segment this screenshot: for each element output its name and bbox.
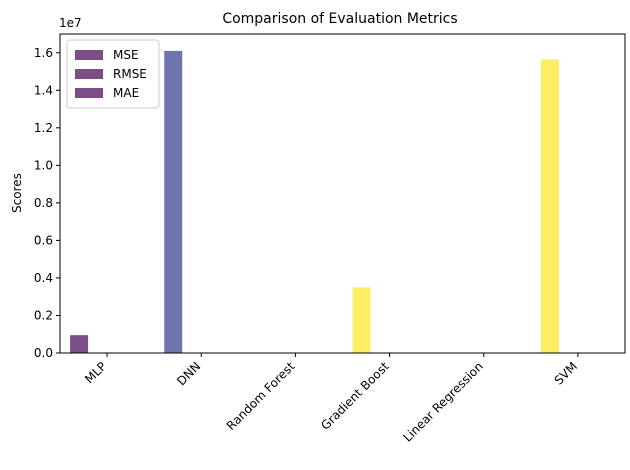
x-tick-label: Gradient Boost [318,359,392,433]
y-scale-label: 1e7 [59,16,82,30]
y-tick-label: 0.6 [34,233,53,247]
legend-label-mae: MAE [113,86,139,100]
y-tick-label: 1.4 [34,83,53,97]
y-tick-label: 1.6 [34,46,53,60]
legend-label-mse: MSE [113,48,139,62]
x-tick-label: Random Forest [224,359,298,433]
legend-swatch-mse [75,50,103,60]
x-tick-label: Linear Regression [400,359,485,444]
x-tick-label: MLP [82,359,109,386]
bar-mse-svm [540,59,559,354]
legend: MSE RMSE MAE [66,39,160,109]
legend-swatch-rmse [75,69,103,79]
y-tick-label: 0.2 [34,308,53,322]
legend-swatch-mae [75,88,103,98]
chart-title: Comparison of Evaluation Metrics [222,11,457,27]
y-axis-label: Scores [10,173,24,213]
axes-layer [59,33,626,354]
y-tick-label: 1.0 [34,158,53,172]
y-tick-label: 0.0 [34,346,53,360]
bar-mse-mlp [70,335,89,353]
legend-label-rmse: RMSE [113,67,147,81]
y-tick-label: 0.8 [34,196,53,210]
x-tick-label: SVM [552,359,580,387]
bar-mse-dnn [164,50,183,353]
x-tick-label: DNN [174,359,203,388]
plot-frame [59,33,626,354]
y-tick-label: 0.4 [34,271,53,285]
bars-layer [70,50,595,354]
y-tick-label: 1.2 [34,121,53,135]
bar-mse-gradient-boost [352,287,371,353]
